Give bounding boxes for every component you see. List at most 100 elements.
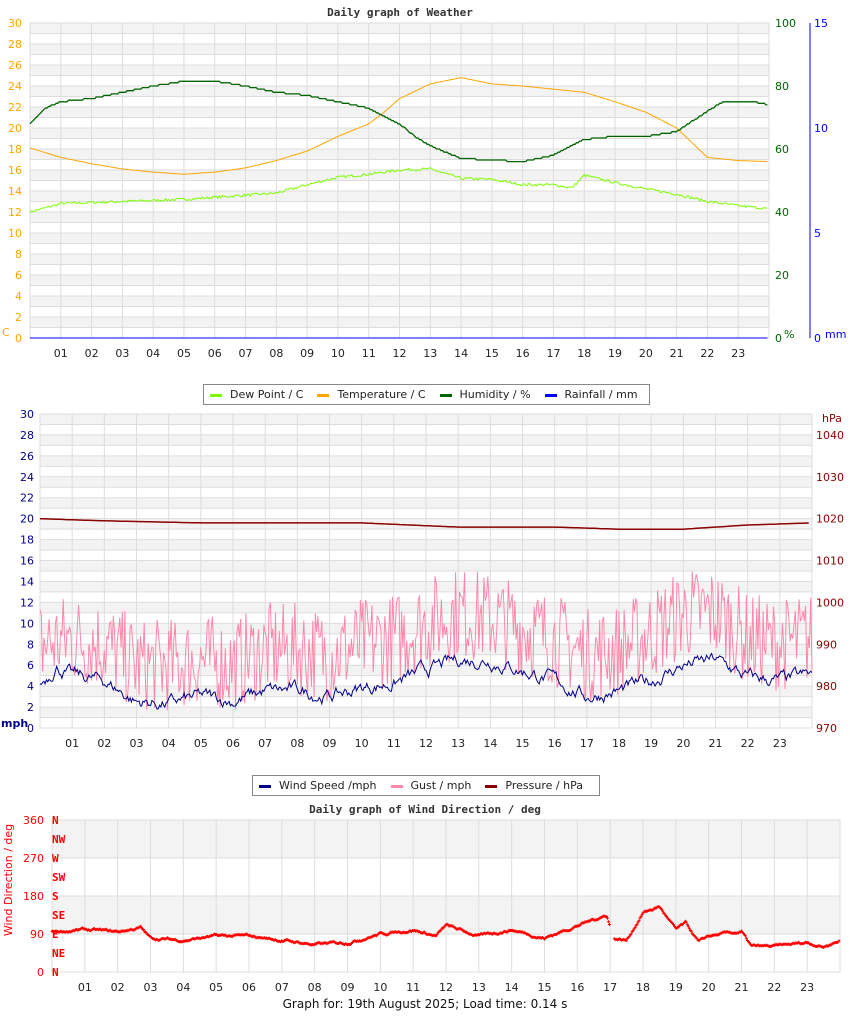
series-wind-speed-line bbox=[39, 652, 813, 710]
humidity-axis-unit: % bbox=[784, 328, 794, 341]
wind-direction-point bbox=[640, 913, 644, 917]
x-tick-label: 14 bbox=[505, 981, 519, 994]
x-tick-label: 14 bbox=[483, 737, 497, 750]
x-tick-label: 22 bbox=[741, 737, 755, 750]
rain-axis-unit: mm bbox=[825, 328, 846, 341]
wind-direction-point bbox=[605, 915, 609, 918]
left-axis-unit: mph bbox=[1, 717, 28, 730]
left-axis-tick-label: 10 bbox=[20, 617, 34, 630]
x-tick-label: 22 bbox=[700, 347, 714, 360]
right-axis-humidity-tick-label: 80 bbox=[775, 80, 789, 93]
x-tick-label: 06 bbox=[208, 347, 222, 360]
x-tick-label: 04 bbox=[162, 737, 176, 750]
left-axis-tick-label: 28 bbox=[8, 38, 22, 51]
x-tick-label: 21 bbox=[709, 737, 723, 750]
right-axis-pressure-tick-label: 970 bbox=[816, 722, 837, 735]
left-axis-tick-label: 12 bbox=[20, 596, 34, 609]
y-tick-label: 360 bbox=[23, 814, 44, 827]
wind-direction-point bbox=[627, 935, 631, 939]
left-axis-tick-label: 14 bbox=[20, 575, 34, 588]
left-axis-tick-label: 26 bbox=[8, 59, 22, 72]
compass-label: S bbox=[52, 890, 59, 903]
right-axis-rain-tick-label: 10 bbox=[814, 122, 828, 135]
x-tick-label: 01 bbox=[54, 347, 68, 360]
wind-direction-point bbox=[142, 928, 146, 932]
plot-border bbox=[51, 819, 841, 973]
compass-label: SW bbox=[52, 871, 66, 884]
x-tick-label: 03 bbox=[144, 981, 158, 994]
x-tick-label: 16 bbox=[570, 981, 584, 994]
right-axis-humidity-tick-label: 0 bbox=[775, 332, 782, 345]
right-axis-pressure-tick-label: 1030 bbox=[816, 471, 844, 484]
right-axis-pressure-tick-label: 980 bbox=[816, 680, 837, 693]
legend-item-pressure: Pressure / hPa bbox=[485, 779, 583, 792]
x-tick-label: 12 bbox=[393, 347, 407, 360]
left-axis-tick-label: 24 bbox=[8, 80, 22, 93]
x-tick-label: 08 bbox=[290, 737, 304, 750]
left-axis-tick-label: 28 bbox=[20, 429, 34, 442]
compass-label: NE bbox=[52, 947, 65, 960]
x-tick-label: 19 bbox=[608, 347, 622, 360]
x-tick-label: 23 bbox=[773, 737, 787, 750]
x-tick-label: 07 bbox=[239, 347, 253, 360]
x-tick-label: 20 bbox=[676, 737, 690, 750]
compass-label: N bbox=[52, 814, 59, 827]
x-tick-label: 05 bbox=[209, 981, 223, 994]
left-axis-tick-label: 0 bbox=[27, 722, 34, 735]
x-tick-label: 05 bbox=[194, 737, 208, 750]
x-tick-label: 07 bbox=[258, 737, 272, 750]
x-tick-label: 18 bbox=[577, 347, 591, 360]
x-tick-label: 16 bbox=[516, 347, 530, 360]
wind-direction-point bbox=[435, 932, 439, 936]
wind-direction-point bbox=[637, 919, 641, 923]
wind-direction-point bbox=[635, 922, 639, 926]
left-axis-tick-label: 12 bbox=[8, 206, 22, 219]
wind-direction-point bbox=[685, 923, 689, 927]
compass-label: NW bbox=[52, 833, 66, 846]
chart3-title: Daily graph of Wind Direction / deg bbox=[309, 803, 541, 816]
y-tick-label: 0 bbox=[37, 966, 44, 979]
x-tick-label: 21 bbox=[735, 981, 749, 994]
x-tick-label: 16 bbox=[548, 737, 562, 750]
x-tick-label: 06 bbox=[242, 981, 256, 994]
x-tick-label: 04 bbox=[176, 981, 190, 994]
left-axis-tick-label: 18 bbox=[8, 143, 22, 156]
left-axis-tick-label: 6 bbox=[27, 659, 34, 672]
wind-direction-point bbox=[665, 915, 669, 918]
legend-item-temperature: Temperature / C bbox=[317, 388, 426, 401]
x-tick-label: 10 bbox=[331, 347, 345, 360]
x-tick-label: 11 bbox=[406, 981, 420, 994]
wind-direction-point bbox=[608, 923, 611, 926]
compass-label: N bbox=[52, 966, 59, 979]
right-axis-pressure-tick-label: 1040 bbox=[816, 429, 844, 442]
legend-item-dew-point: Dew Point / C bbox=[210, 388, 303, 401]
x-tick-label: 17 bbox=[580, 737, 594, 750]
legend-item-wind-speed: Wind Speed /mph bbox=[259, 779, 377, 792]
y-tick-label: 270 bbox=[23, 852, 44, 865]
x-tick-label: 11 bbox=[362, 347, 376, 360]
x-tick-label: 18 bbox=[612, 737, 626, 750]
y-axis-label: Wind Direction / deg bbox=[2, 824, 15, 936]
wind-direction-point bbox=[624, 939, 628, 943]
x-tick-label: 19 bbox=[669, 981, 683, 994]
x-tick-label: 15 bbox=[485, 347, 499, 360]
left-axis-tick-label: 20 bbox=[20, 513, 34, 526]
x-tick-label: 08 bbox=[269, 347, 283, 360]
x-tick-label: 09 bbox=[341, 981, 355, 994]
x-tick-label: 19 bbox=[644, 737, 658, 750]
y-tick-label: 90 bbox=[30, 928, 44, 941]
right-axis-rain-tick-label: 0 bbox=[814, 332, 821, 345]
wind-direction-point bbox=[661, 909, 665, 913]
left-axis-tick-label: 22 bbox=[20, 492, 34, 505]
footer-status: Graph for: 19th August 2025; Load time: … bbox=[282, 997, 568, 1011]
x-tick-label: 02 bbox=[111, 981, 125, 994]
x-tick-label: 13 bbox=[472, 981, 486, 994]
wind-direction-point bbox=[629, 932, 633, 936]
wind-direction-point bbox=[434, 934, 438, 938]
wind-direction-point bbox=[837, 939, 841, 943]
x-tick-label: 18 bbox=[636, 981, 650, 994]
left-axis-tick-label: 4 bbox=[27, 680, 34, 693]
left-axis-unit: C bbox=[2, 326, 10, 339]
legend-item-humidity: Humidity / % bbox=[439, 388, 531, 401]
